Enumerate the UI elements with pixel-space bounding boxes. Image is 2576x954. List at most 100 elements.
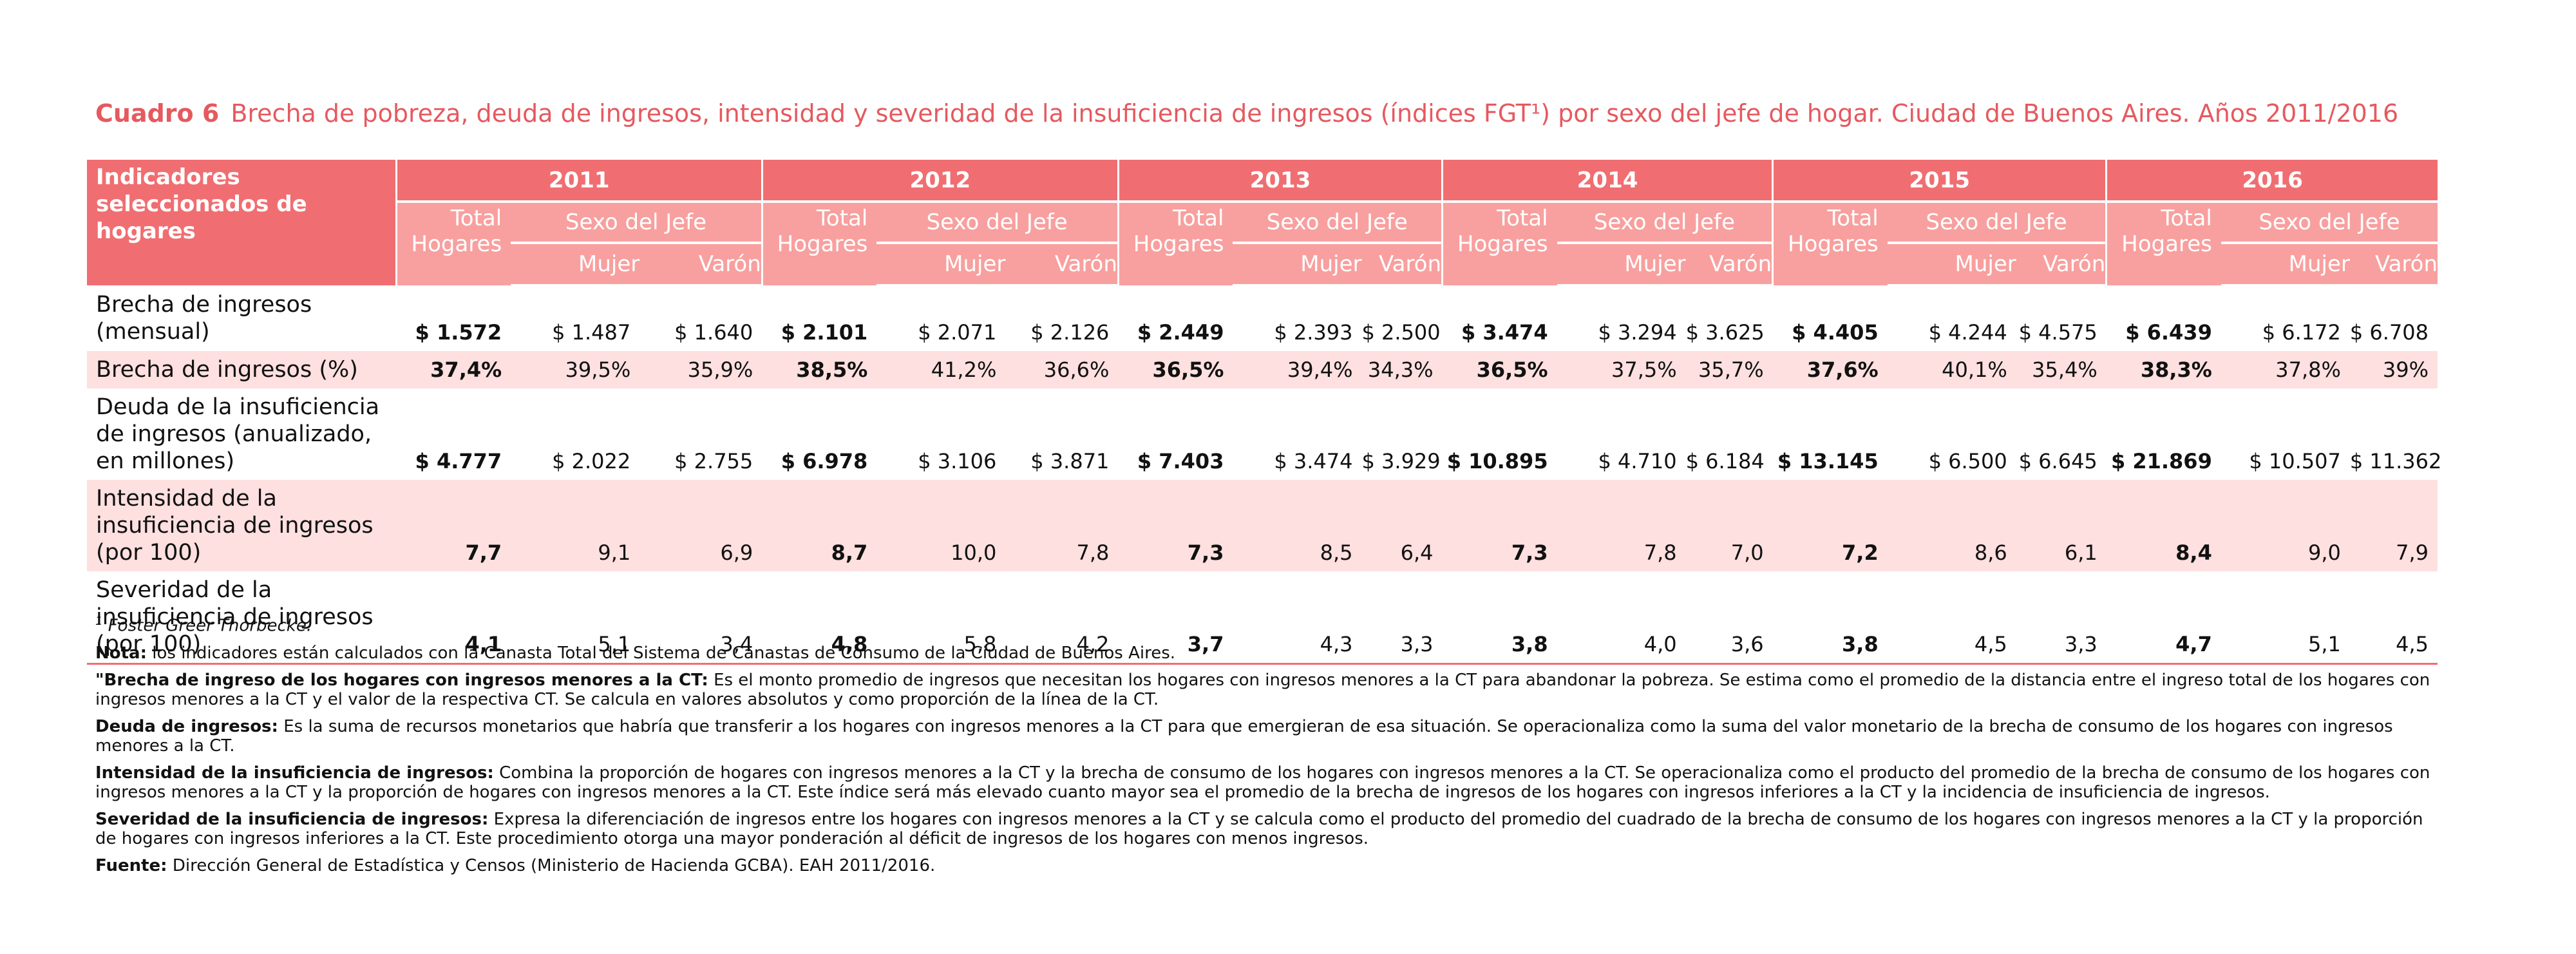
varon-cell: 6,1 xyxy=(2016,480,2107,571)
varon-cell: 7,8 xyxy=(1005,480,1119,571)
data-table: Indicadores seleccionados de hogares 2011… xyxy=(87,160,2442,665)
note-fuente: Fuente: Dirección General de Estadística… xyxy=(95,855,936,875)
total-cell: 3,8 xyxy=(1442,571,1557,665)
mujer-cell: $ 3.294 xyxy=(1598,320,1677,345)
mujer-header: Mujer xyxy=(876,243,1006,287)
row-label: Brecha de ingresos (%) xyxy=(87,351,397,388)
note-intensidad: Intensidad de la insuficiencia de ingres… xyxy=(95,763,2430,802)
total-cell: $ 1.572 xyxy=(415,320,502,345)
varon-cell: $ 2.500 xyxy=(1361,320,1441,345)
mujer-cell: $ 4.710 xyxy=(1598,449,1677,473)
varon-cell: 7,0 xyxy=(1685,480,1773,571)
varon-cell: 39% xyxy=(2349,351,2438,388)
varon-cell: $ 6.184 xyxy=(1685,449,1765,473)
varon-cell: 7,9 xyxy=(2349,480,2438,571)
varon-header: Varón xyxy=(1685,243,1773,287)
row-label: Deuda de la insuficiencia de ingresos (a… xyxy=(96,394,380,474)
mujer-header: Mujer xyxy=(511,243,640,287)
total-cell: 3,7 xyxy=(1118,571,1233,665)
table-caption: Brecha de pobreza, deuda de ingresos, in… xyxy=(231,99,2399,128)
mujer-cell: 7,8 xyxy=(1557,480,1686,571)
table-number: Cuadro 6 xyxy=(95,99,220,128)
varon-cell: $ 6.708 xyxy=(2349,320,2429,345)
varon-cell: 4,5 xyxy=(2349,571,2438,665)
year-header: 2013 xyxy=(1117,160,1443,203)
mujer-cell: 41,2% xyxy=(876,351,1006,388)
sexo-jefe-header: Sexo del Jefe xyxy=(1887,202,2107,244)
header-row-years: Indicadores seleccionados de hogares 2011… xyxy=(87,160,2438,285)
year-header: 2011 xyxy=(395,160,762,203)
mujer-cell: 8,5 xyxy=(1233,480,1362,571)
total-cell: 37,4% xyxy=(396,351,511,388)
varon-cell: $ 11.362 xyxy=(2349,449,2442,473)
mujer-cell: $ 2.393 xyxy=(1274,320,1353,345)
mujer-cell: 8,6 xyxy=(1887,480,2016,571)
total-cell: $ 4.777 xyxy=(415,449,502,473)
table-row: Severidad de la insuficiencia de ingreso… xyxy=(87,571,2438,665)
mujer-cell: 39,5% xyxy=(511,351,640,388)
sexo-jefe-header: Sexo del Jefe xyxy=(1557,202,1773,244)
mujer-cell: $ 10.507 xyxy=(2249,449,2341,473)
table-row: Brecha de ingresos (mensual) $ 1.572 $ 1.4… xyxy=(87,285,2438,351)
table-notes: 1 Foster Greer Thorbecke. Nota: los indi… xyxy=(95,612,2446,883)
mujer-header: Mujer xyxy=(1233,243,1362,287)
total-cell: $ 10.895 xyxy=(1446,449,1548,473)
sexo-jefe-header: Sexo del Jefe xyxy=(876,202,1119,244)
varon-cell: 35,9% xyxy=(639,351,762,388)
varon-cell: 34,3% xyxy=(1361,351,1443,388)
note-deuda: Deuda de ingresos: Es la suma de recurso… xyxy=(95,716,2393,756)
varon-cell: $ 1.640 xyxy=(674,320,753,345)
total-cell: $ 4.405 xyxy=(1792,320,1879,345)
total-cell: $ 13.145 xyxy=(1777,449,1879,473)
varon-cell: 35,4% xyxy=(2016,351,2107,388)
varon-cell: 6,9 xyxy=(639,480,762,571)
row-label: Severidad de la insuficiencia de ingreso… xyxy=(87,571,397,665)
varon-header: Varón xyxy=(1005,243,1119,287)
mujer-cell: $ 3.106 xyxy=(918,449,997,473)
mujer-cell: $ 6.500 xyxy=(1928,449,2007,473)
total-cell: $ 6.978 xyxy=(781,449,868,473)
row-label: Brecha de ingresos (mensual) xyxy=(96,292,312,345)
mujer-cell: 5,1 xyxy=(2221,571,2350,665)
total-hogares-header: Total Hogares xyxy=(761,202,877,285)
varon-cell: 3,6 xyxy=(1685,571,1773,665)
mujer-cell: 5,8 xyxy=(876,571,1006,665)
mujer-cell: 9,0 xyxy=(2221,480,2350,571)
year-header: 2014 xyxy=(1441,160,1773,203)
mujer-cell: 9,1 xyxy=(511,480,640,571)
varon-cell: $ 3.929 xyxy=(1361,449,1441,473)
table-title: Cuadro 6 Brecha de pobreza, deuda de ingr… xyxy=(95,97,2478,130)
total-cell: 38,3% xyxy=(2106,351,2221,388)
total-hogares-header: Total Hogares xyxy=(1772,202,1888,285)
year-header: 2015 xyxy=(1772,160,2107,203)
mujer-header: Mujer xyxy=(1887,243,2016,287)
table-row: Brecha de ingresos (%) 37,4% 39,5% 35,9% 38,… xyxy=(87,351,2438,388)
total-cell: $ 2.449 xyxy=(1137,320,1224,345)
mujer-cell: 5,1 xyxy=(511,571,640,665)
varon-header: Varón xyxy=(1361,243,1443,287)
header-row-sex: Mujer Varón Mujer Varón Mujer Varón Mujer Varón… xyxy=(87,243,2438,287)
total-cell: 7,3 xyxy=(1442,480,1557,571)
mujer-cell: $ 2.071 xyxy=(918,320,997,345)
mujer-cell: $ 4.244 xyxy=(1928,320,2007,345)
mujer-cell: 4,0 xyxy=(1557,571,1686,665)
total-cell: 4,8 xyxy=(762,571,877,665)
total-cell: $ 7.403 xyxy=(1137,449,1224,473)
total-hogares-header: Total Hogares xyxy=(2105,202,2221,285)
table-body: Brecha de ingresos (mensual) $ 1.572 $ 1.4… xyxy=(87,285,2442,665)
row-label: Intensidad de la insuficiencia de ingres… xyxy=(87,480,397,571)
varon-header: Varón xyxy=(2349,243,2438,287)
header-row-groups: Total Hogares Sexo del Jefe Total Hogares S… xyxy=(87,202,2438,285)
total-hogares-header: Total Hogares xyxy=(1117,202,1233,285)
varon-cell: $ 3.625 xyxy=(1685,320,1765,345)
varon-cell: $ 3.871 xyxy=(1030,449,1110,473)
mujer-cell: $ 1.487 xyxy=(552,320,631,345)
mujer-cell: 4,3 xyxy=(1233,571,1362,665)
varon-cell: 3,3 xyxy=(2016,571,2107,665)
total-cell: 36,5% xyxy=(1118,351,1233,388)
total-cell: $ 3.474 xyxy=(1461,320,1548,345)
total-cell: 7,2 xyxy=(1772,480,1888,571)
note-brecha: "Brecha de ingreso de los hogares con in… xyxy=(95,670,2430,709)
varon-cell: $ 6.645 xyxy=(2018,449,2098,473)
table-header: Indicadores seleccionados de hogares 2011… xyxy=(87,160,2438,287)
